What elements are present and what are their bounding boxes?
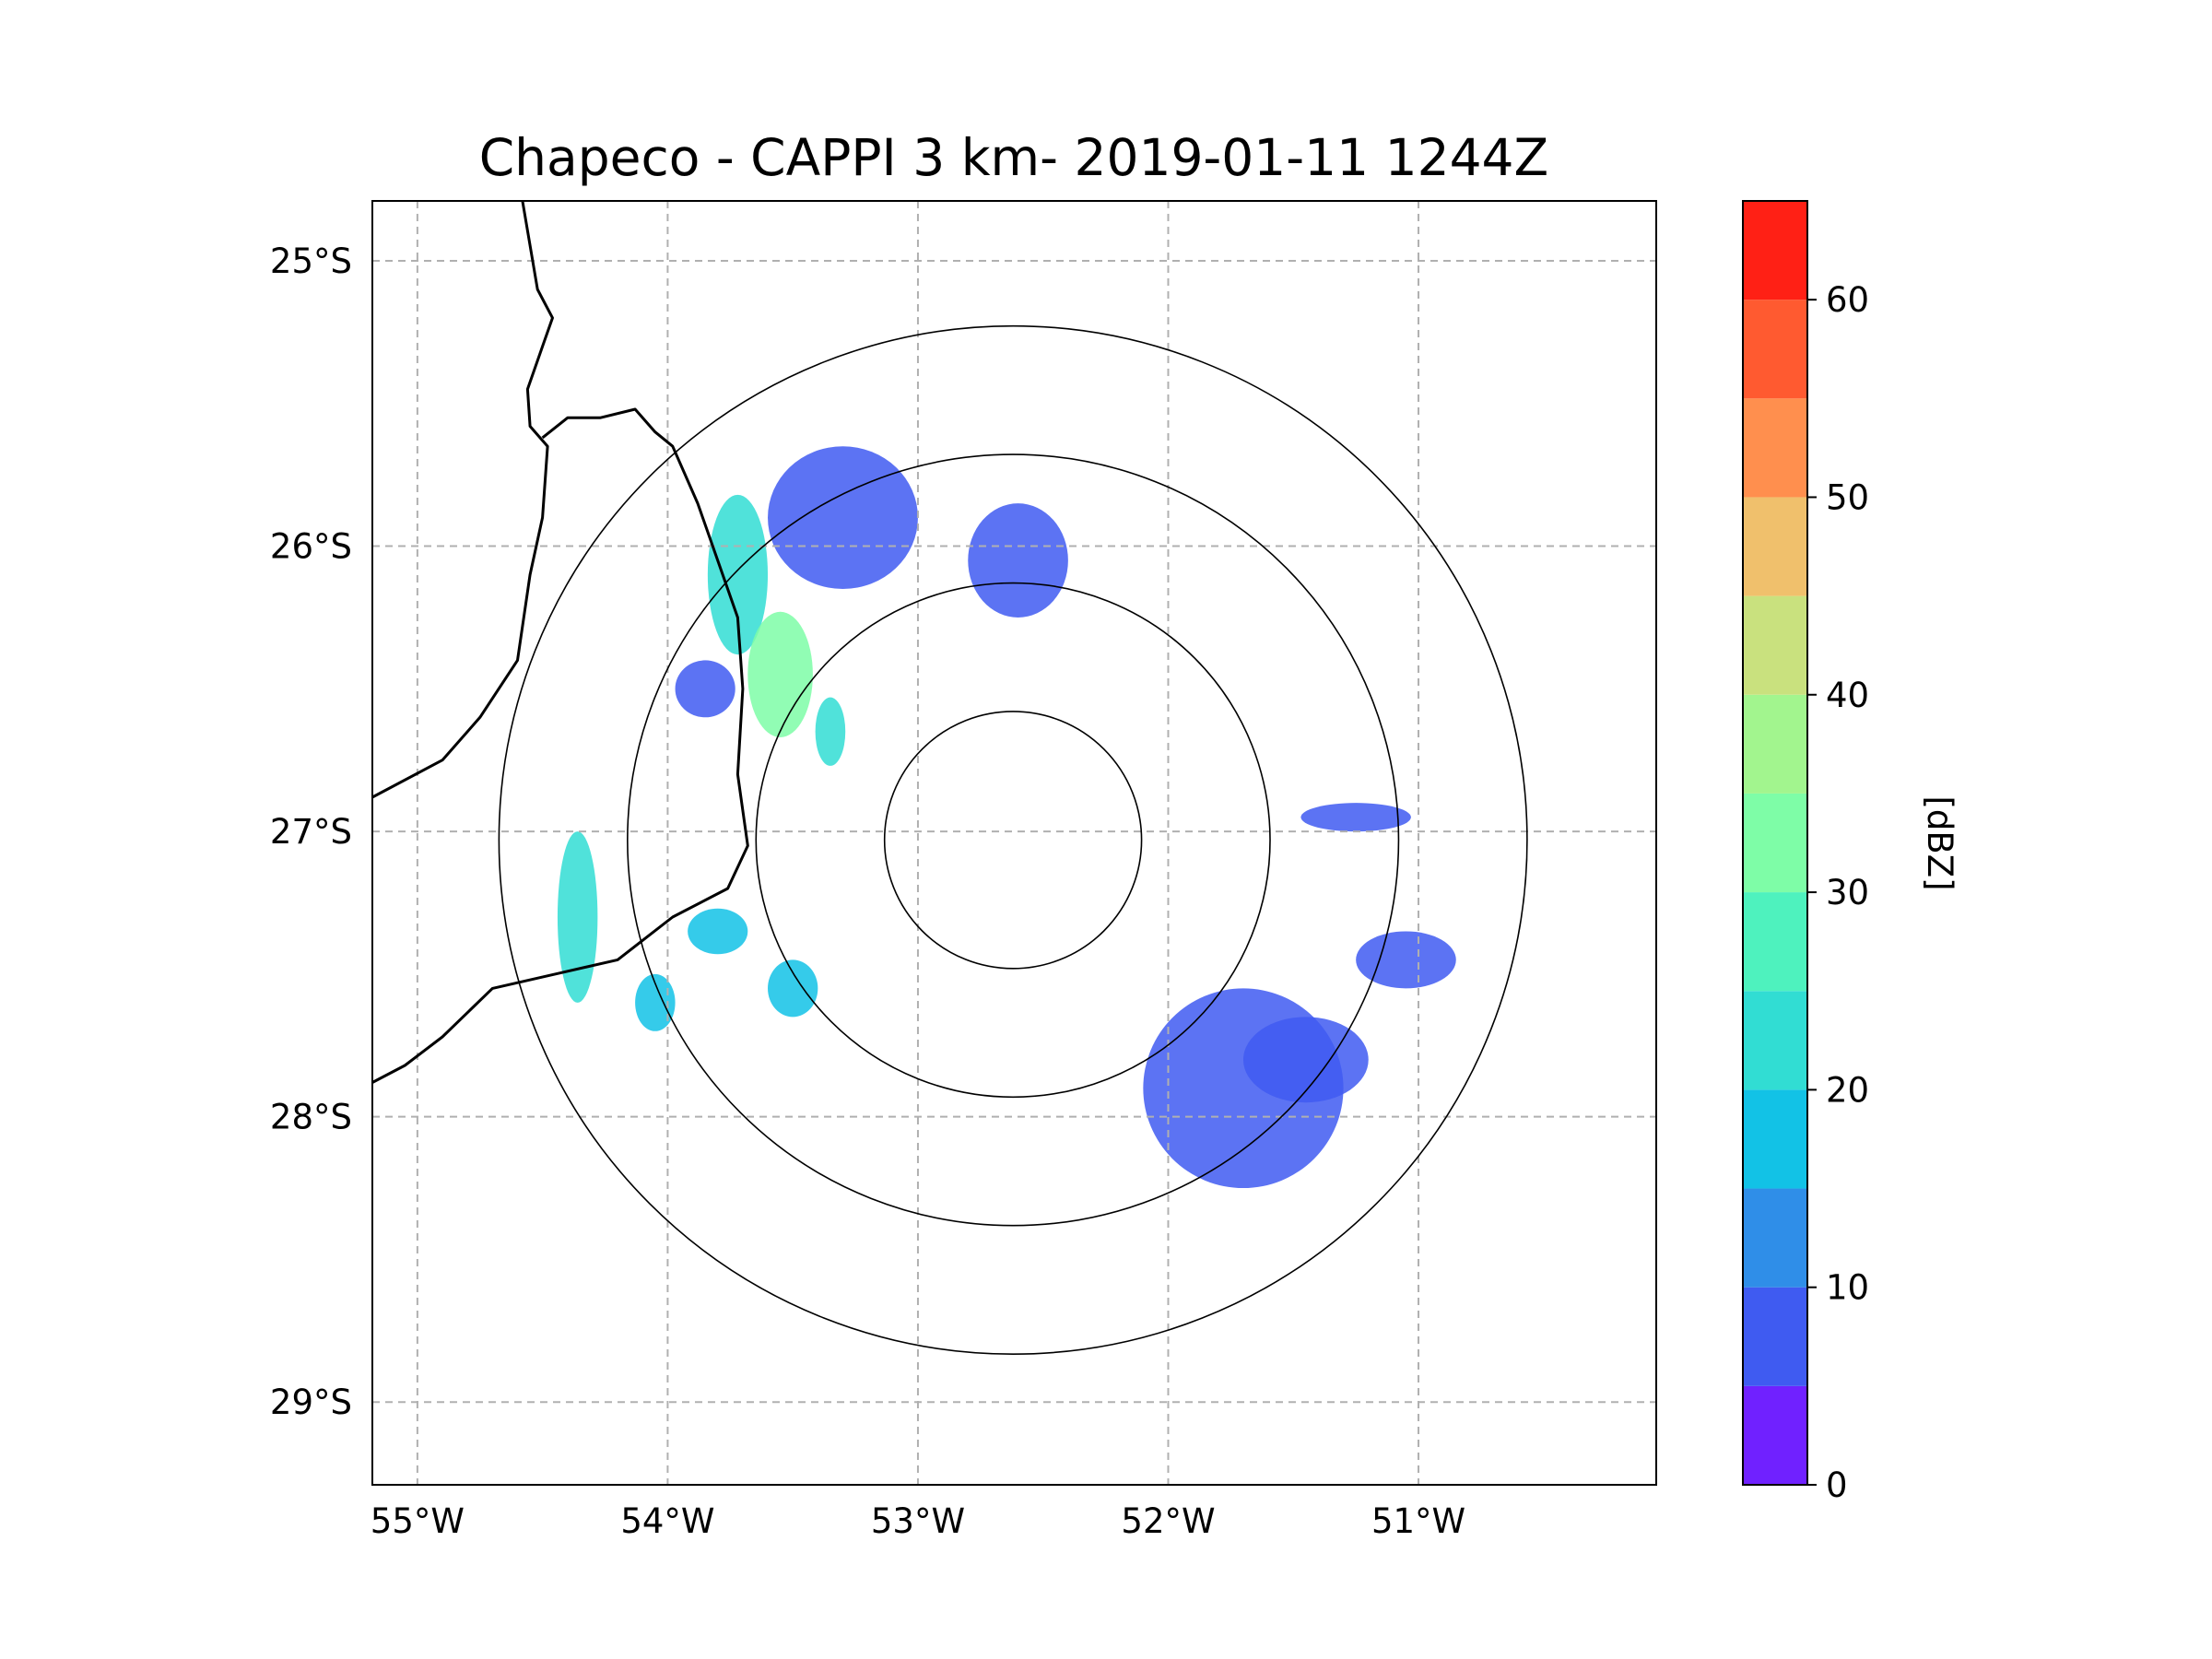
lat-tick-label: 26°S [270, 527, 352, 567]
echo-1 [747, 611, 813, 737]
colorbar-segment [1743, 694, 1807, 794]
map-plot-area [372, 201, 1656, 1485]
echo-3 [557, 831, 598, 1003]
colorbar-tick-label: 20 [1826, 1070, 1869, 1110]
echo-10 [1242, 1017, 1369, 1103]
echo-6 [635, 973, 676, 1031]
colorbar-tick-label: 50 [1826, 477, 1869, 517]
lon-tick-label: 54°W [620, 1501, 714, 1541]
border-line-1 [372, 407, 749, 1084]
radar-echoes [557, 446, 1456, 1189]
range-ring-100km [755, 582, 1271, 1099]
colorbar-segment [1743, 398, 1807, 498]
lon-tick-label: 51°W [1371, 1501, 1465, 1541]
lat-tick-label: 29°S [270, 1382, 352, 1422]
colorbar-segment [1743, 991, 1807, 1090]
colorbar-segment [1743, 300, 1807, 399]
colorbar-tick-label: 60 [1826, 280, 1869, 320]
colorbar-label: [dBZ] [1920, 795, 1959, 890]
colorbar-segment [1743, 1287, 1807, 1386]
echo-0 [707, 494, 769, 655]
lat-tick-label: 25°S [270, 241, 352, 281]
colorbar-segment [1743, 1089, 1807, 1189]
echo-7 [768, 446, 918, 589]
echo-13 [1356, 931, 1456, 989]
colorbar-segment [1743, 497, 1807, 596]
colorbar [1743, 201, 1807, 1485]
echo-5 [768, 959, 818, 1018]
lat-tick-label: 27°S [270, 812, 352, 852]
echo-4 [688, 908, 748, 955]
longitude-tick-labels: 55°W 54°W 53°W 52°W 51°W [371, 1501, 1465, 1541]
echo-2 [815, 697, 846, 766]
lon-tick-label: 55°W [371, 1501, 465, 1541]
border-line-0 [372, 201, 554, 799]
colorbar-segment [1743, 1385, 1807, 1485]
colorbar-segment [1743, 201, 1807, 300]
range-ring-50km [883, 711, 1143, 970]
colorbar-segment [1743, 595, 1807, 695]
colorbar-ticks: 0 10 20 30 40 50 60 [1807, 280, 1869, 1505]
echo-8 [968, 503, 1068, 618]
colorbar-segment [1743, 1188, 1807, 1288]
colorbar-segment [1743, 892, 1807, 992]
echo-11 [1300, 803, 1411, 832]
colorbar-tick-label: 10 [1826, 1268, 1869, 1308]
colorbar-tick-label: 0 [1826, 1465, 1848, 1505]
chart-title: Chapeco - CAPPI 3 km- 2019-01-11 1244Z [479, 128, 1548, 187]
lat-tick-label: 28°S [270, 1098, 352, 1137]
lon-tick-label: 53°W [871, 1501, 965, 1541]
lon-tick-label: 52°W [1121, 1501, 1215, 1541]
range-ring-150km [627, 453, 1400, 1227]
political-borders [372, 201, 749, 1084]
range-ring-200km [498, 324, 1528, 1355]
colorbar-tick-label: 40 [1826, 676, 1869, 715]
echo-12 [675, 660, 735, 718]
colorbar-tick-label: 30 [1826, 873, 1869, 912]
colorbar-frame [1742, 200, 1808, 1486]
range-rings [498, 324, 1528, 1355]
colorbar-segment [1743, 793, 1807, 893]
map-background [372, 201, 1656, 1485]
map-frame [371, 200, 1657, 1486]
latitude-tick-labels: 25°S 26°S 27°S 28°S 29°S [270, 241, 352, 1422]
